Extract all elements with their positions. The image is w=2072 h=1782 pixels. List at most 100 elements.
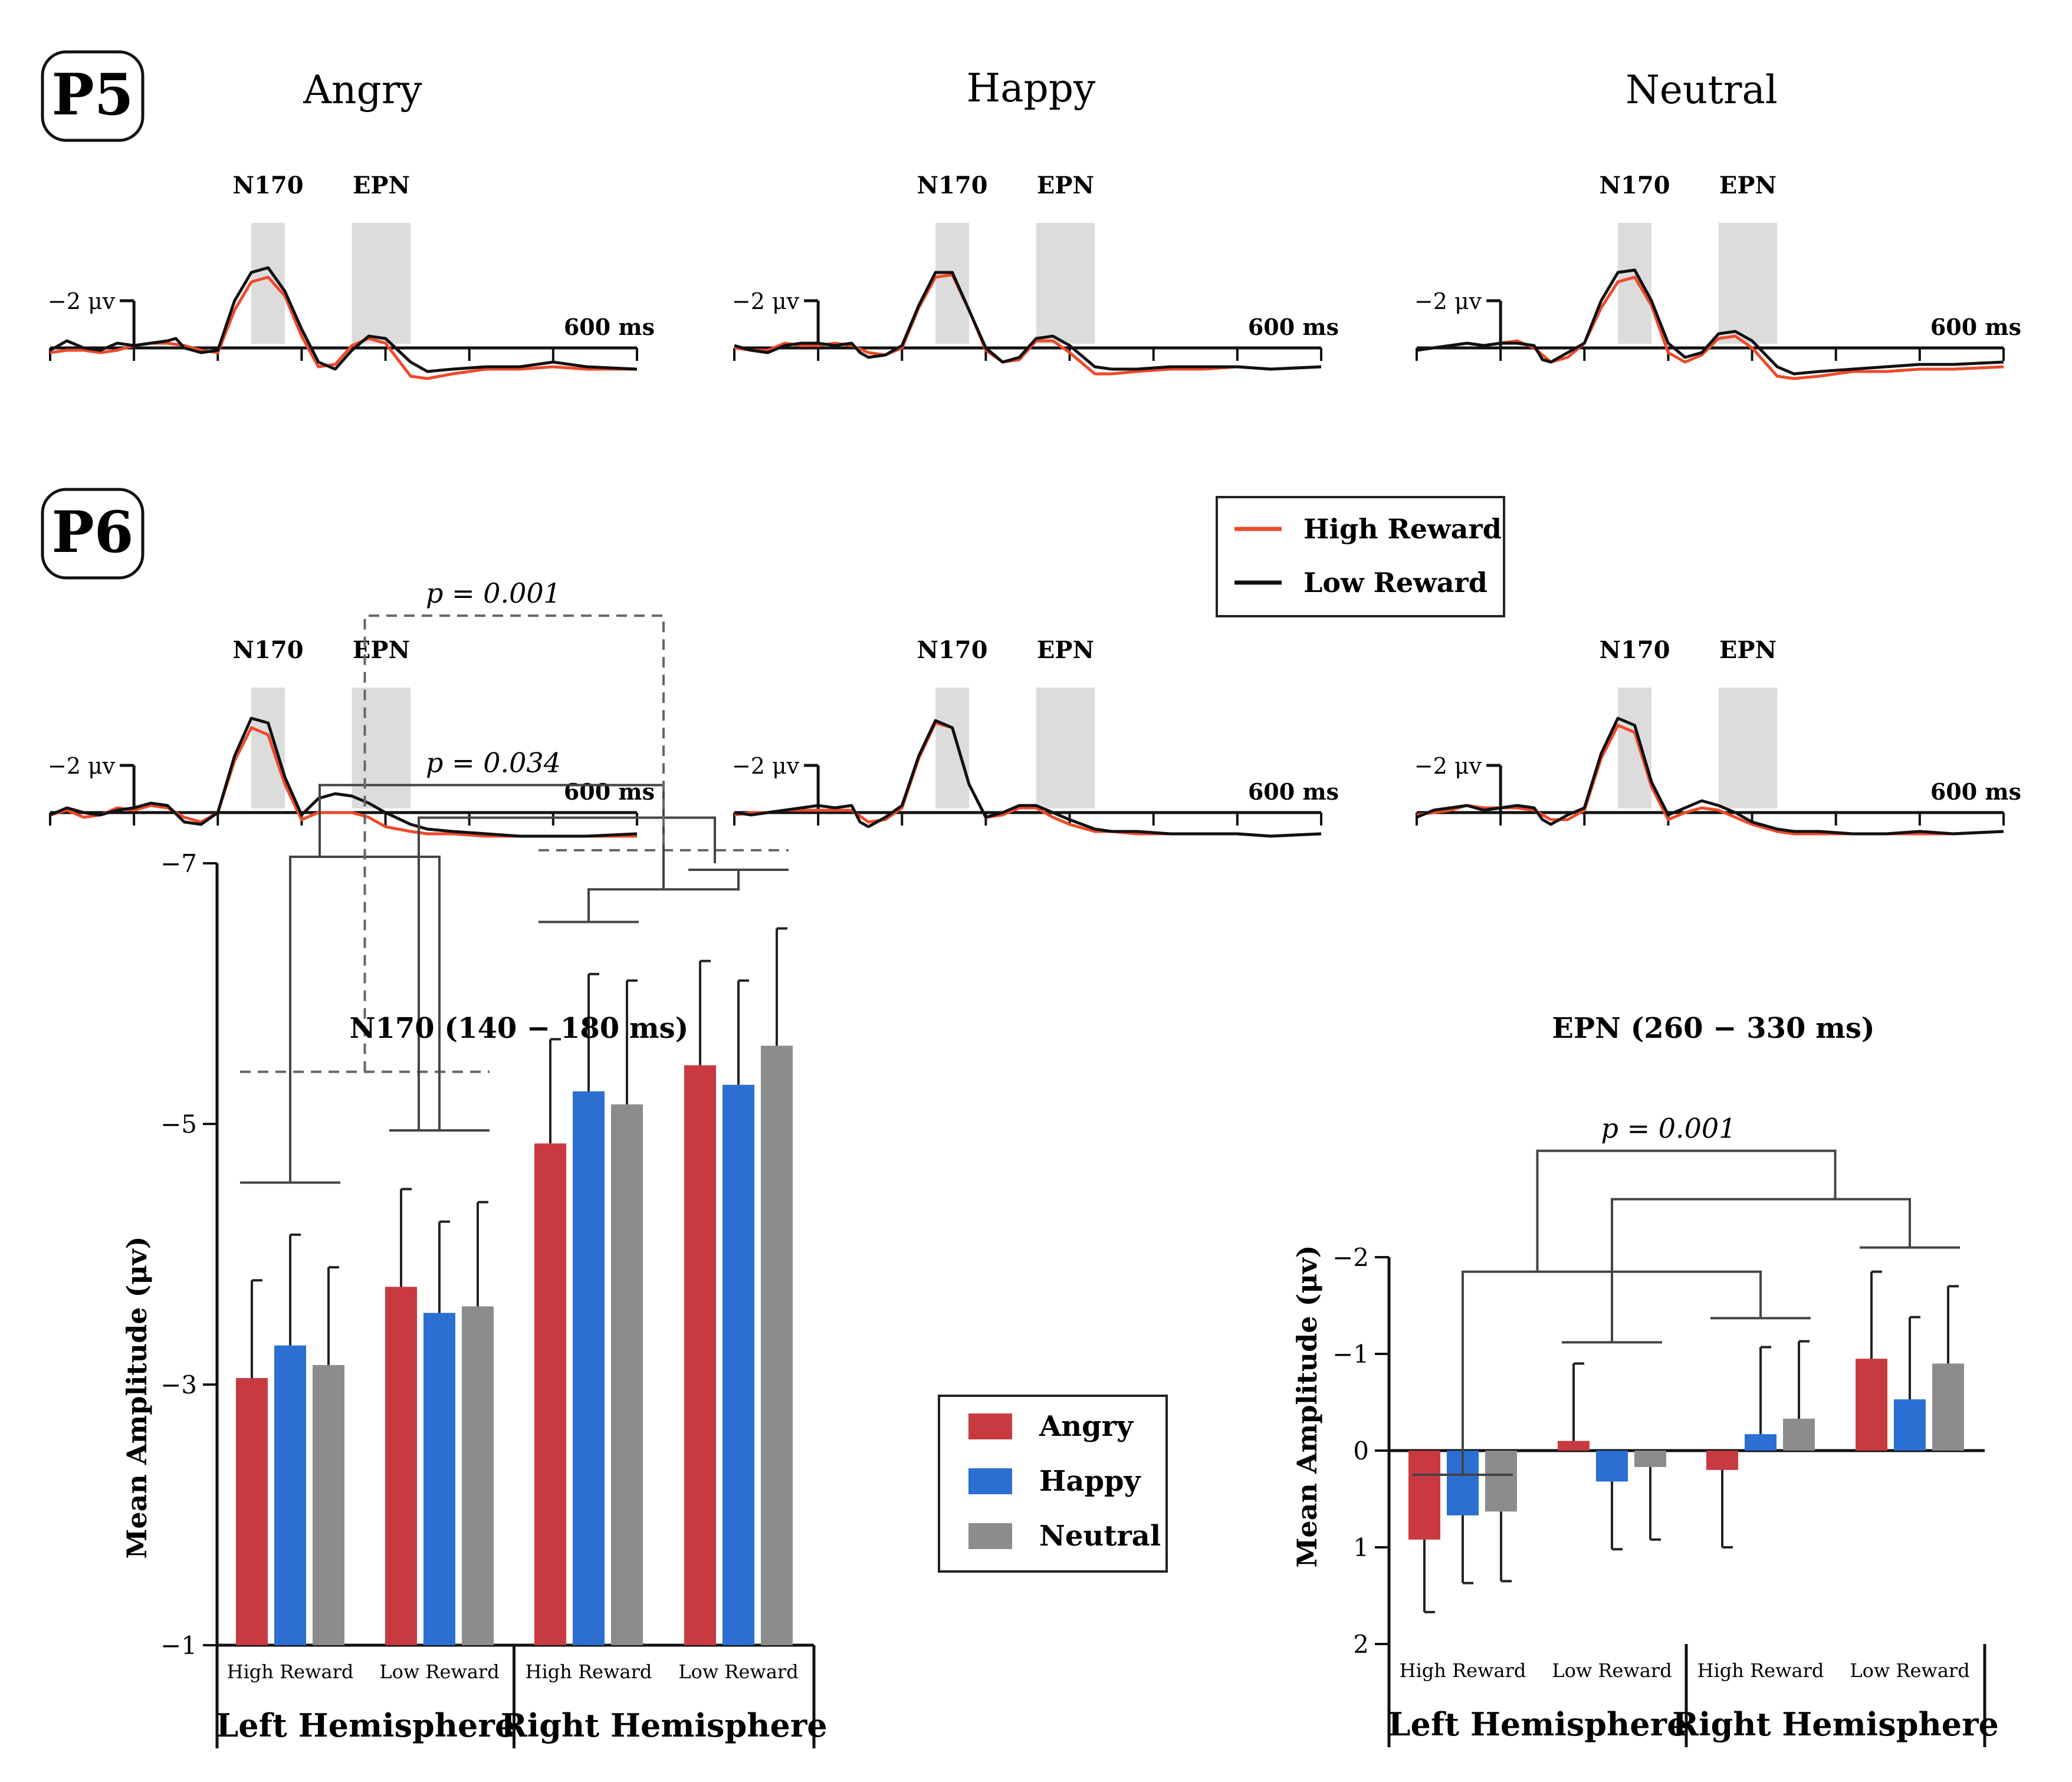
n170-y-tick-label-2: −3 bbox=[160, 1370, 197, 1399]
n170-bar-angry-2 bbox=[534, 1143, 566, 1645]
row-badge-p6: P6 bbox=[41, 488, 145, 580]
n170-group-label-left: Left Hemisphere bbox=[216, 1707, 515, 1744]
epn-y-tick-label-4: 2 bbox=[1353, 1630, 1369, 1659]
erp-p6-angry-scale-label: −2 μv bbox=[48, 753, 116, 779]
erp-p6-neutral-wave-high-reward bbox=[1416, 724, 2004, 836]
erp-p6-neutral-window-epn bbox=[1718, 688, 1778, 808]
legend-swatch-neutral bbox=[968, 1523, 1012, 1549]
erp-p5-angry-panel: N170 EPN −2 μv 600 ms bbox=[48, 172, 655, 380]
legend-label-low-reward: Low Reward bbox=[1303, 567, 1487, 599]
n170-bar-neutral-3 bbox=[761, 1045, 793, 1645]
epn-y-tick-label-0: −2 bbox=[1332, 1243, 1369, 1272]
erp-p5-happy-panel: N170 EPN −2 μv 600 ms bbox=[732, 172, 1339, 376]
n170-category-label-2: High Reward bbox=[526, 1661, 652, 1683]
erp-p6-angry-window-label-epn: EPN bbox=[353, 636, 410, 664]
erp-p5-angry-wave-high-reward bbox=[50, 275, 637, 380]
epn-y-tick-label-2: 0 bbox=[1353, 1436, 1369, 1465]
epn-bar-angry-3 bbox=[1856, 1359, 1887, 1451]
epn-bar-angry-2 bbox=[1706, 1451, 1738, 1470]
erp-p6-angry-window-epn bbox=[352, 688, 411, 808]
condition-title-neutral: Neutral bbox=[1626, 67, 1778, 113]
n170-bar-angry-1 bbox=[385, 1287, 417, 1645]
erp-p6-angry-wave-low-reward bbox=[50, 716, 638, 838]
erp-p5-angry-scale-label: −2 μv bbox=[48, 288, 116, 314]
condition-title-happy: Happy bbox=[967, 65, 1096, 111]
epn-p-value: p = 0.001 bbox=[1601, 1113, 1736, 1145]
erp-p6-happy-time-label: 600 ms bbox=[1248, 778, 1339, 805]
legend-swatch-angry bbox=[968, 1413, 1012, 1439]
erp-p6-angry-panel: N170 EPN −2 μv 600 ms bbox=[48, 636, 655, 838]
n170-significance: p = 0.001 p = 0.034 bbox=[240, 577, 789, 1184]
erp-p6-angry-window-label-n170: N170 bbox=[233, 636, 304, 664]
n170-p-value-2: p = 0.034 bbox=[426, 747, 561, 778]
erp-p5-happy-scale-label: −2 μv bbox=[732, 288, 800, 314]
erp-p5-angry-time-label: 600 ms bbox=[564, 314, 655, 340]
erp-p6-happy-panel: N170 EPN −2 μv 600 ms bbox=[732, 636, 1339, 838]
erp-p6-happy-wave-low-reward bbox=[734, 719, 1322, 838]
epn-bar-neutral-0 bbox=[1485, 1451, 1517, 1512]
n170-category-label-3: Low Reward bbox=[678, 1661, 798, 1683]
erp-p5-neutral-panel: N170 EPN −2 μv 600 ms bbox=[1414, 172, 2021, 380]
n170-bar-neutral-2 bbox=[611, 1104, 643, 1645]
erp-p5-happy-window-n170 bbox=[935, 223, 969, 344]
erp-p5-happy-window-label-epn: EPN bbox=[1037, 172, 1094, 199]
erp-p6-happy-window-label-n170: N170 bbox=[917, 636, 988, 664]
erp-p6-happy-window-epn bbox=[1036, 688, 1095, 808]
n170-bar-happy-3 bbox=[723, 1084, 754, 1645]
erp-p5-neutral-scale-label: −2 μv bbox=[1414, 288, 1482, 314]
erp-p5-neutral-time-label: 600 ms bbox=[1930, 314, 2021, 340]
erp-p6-neutral-window-label-n170: N170 bbox=[1600, 636, 1670, 664]
erp-p5-happy-wave-high-reward bbox=[734, 273, 1322, 376]
erp-p5-happy-time-label: 600 ms bbox=[1248, 314, 1339, 340]
n170-bar-chart: −7 −5 −3 −1 High Reward Low Reward High Reward… bbox=[160, 849, 828, 1748]
erp-p5-angry-wave-low-reward bbox=[49, 266, 638, 373]
epn-bar-happy-1 bbox=[1596, 1451, 1628, 1482]
epn-y-tick-label-1: −1 bbox=[1332, 1340, 1369, 1369]
n170-y-tick-label-3: −1 bbox=[160, 1631, 197, 1660]
row-badge-p5: P5 bbox=[41, 50, 145, 142]
erp-p5-angry-window-label-n170: N170 bbox=[233, 172, 304, 199]
erp-p5-angry-window-epn bbox=[352, 223, 411, 344]
epn-group-label-right: Right Hemisphere bbox=[1672, 1705, 1999, 1743]
legend-label-angry: Angry bbox=[1039, 1410, 1134, 1443]
epn-bar-angry-0 bbox=[1408, 1451, 1440, 1540]
erp-p6-angry-wave-high-reward bbox=[50, 726, 637, 838]
n170-bar-neutral-0 bbox=[313, 1365, 344, 1645]
erp-p5-neutral-window-label-n170: N170 bbox=[1600, 172, 1670, 199]
n170-bracket-dashed bbox=[363, 614, 665, 1072]
epn-category-label-0: High Reward bbox=[1400, 1659, 1526, 1682]
erp-p5-neutral-wave-low-reward bbox=[1416, 268, 2004, 376]
epn-bar-neutral-2 bbox=[1783, 1418, 1815, 1451]
epn-category-label-3: Low Reward bbox=[1850, 1659, 1969, 1682]
n170-bar-angry-0 bbox=[236, 1377, 268, 1645]
epn-bracket-low-reward bbox=[1611, 1198, 1911, 1343]
legend-swatch-happy bbox=[968, 1468, 1012, 1494]
row-label-p5: P5 bbox=[52, 61, 134, 128]
erp-p5-happy-window-epn bbox=[1036, 223, 1095, 344]
erp-p5-neutral-window-label-epn: EPN bbox=[1719, 172, 1777, 199]
erp-p6-neutral-scale-label: −2 μv bbox=[1414, 753, 1482, 779]
epn-bracket-hemisphere bbox=[1536, 1149, 1837, 1272]
epn-bar-happy-3 bbox=[1894, 1399, 1926, 1451]
erp-p6-neutral-wave-low-reward bbox=[1416, 716, 2004, 836]
erp-legend: High Reward Low Reward bbox=[1216, 496, 1505, 617]
condition-title-angry: Angry bbox=[303, 67, 422, 113]
n170-bar-angry-3 bbox=[684, 1065, 716, 1645]
erp-p6-happy-wave-high-reward bbox=[734, 721, 1322, 838]
erp-p6-happy-scale-label: −2 μv bbox=[732, 753, 800, 779]
epn-y-axis-label: Mean Amplitude (μv) bbox=[1291, 1245, 1323, 1568]
n170-y-tick-label-0: −7 bbox=[160, 849, 197, 878]
erp-p5-neutral-window-epn bbox=[1718, 223, 1778, 344]
n170-bar-happy-1 bbox=[423, 1313, 455, 1645]
erp-p6-neutral-window-label-epn: EPN bbox=[1719, 636, 1777, 664]
erp-p6-neutral-window-n170 bbox=[1618, 688, 1651, 808]
epn-bar-angry-1 bbox=[1558, 1441, 1590, 1451]
erp-p6-happy-window-n170 bbox=[935, 688, 969, 808]
n170-bar-neutral-1 bbox=[462, 1306, 494, 1645]
epn-bar-neutral-1 bbox=[1634, 1451, 1666, 1467]
n170-y-tick-label-1: −5 bbox=[160, 1110, 197, 1139]
erp-p5-neutral-window-n170 bbox=[1618, 223, 1651, 344]
n170-bracket-low-reward bbox=[418, 816, 716, 1131]
